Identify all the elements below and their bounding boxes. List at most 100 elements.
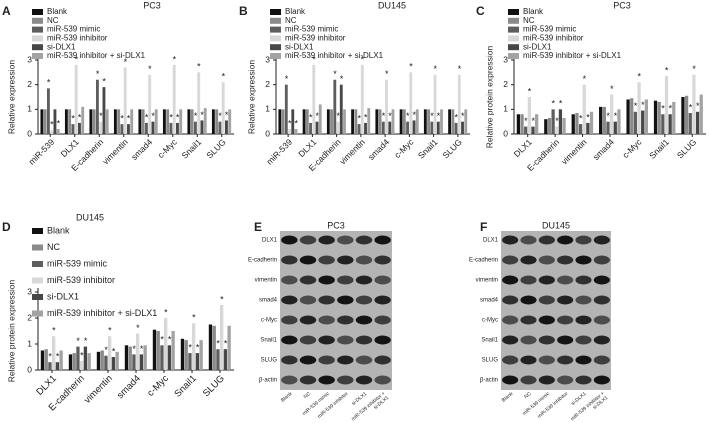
blot-band — [593, 315, 610, 325]
bar — [589, 111, 594, 134]
blot-row-label: DLX1 — [483, 238, 499, 244]
significance-mark: * — [112, 346, 116, 356]
blot-band — [337, 315, 354, 325]
bar — [312, 64, 316, 134]
significance-mark: * — [192, 313, 196, 323]
bar — [305, 109, 309, 134]
bar — [72, 353, 76, 370]
legend-swatch — [508, 9, 519, 15]
bar — [199, 340, 203, 370]
bar — [571, 114, 575, 134]
legend-label: NC — [285, 16, 297, 25]
significance-mark: * — [364, 112, 368, 122]
bar — [672, 101, 676, 134]
legend-label: miR-539 inhibitor + si-DLX1 — [47, 308, 157, 318]
x-tick-label: vimentin — [337, 137, 367, 167]
bar — [336, 121, 340, 134]
blot-band — [281, 315, 298, 325]
x-tick-label: vimentin — [100, 137, 130, 167]
legend-swatch — [32, 44, 43, 51]
significance-mark: * — [614, 111, 618, 121]
bar — [188, 353, 192, 370]
bar — [200, 120, 204, 134]
blot-band — [502, 355, 519, 365]
blot-band — [575, 235, 592, 245]
bar — [586, 122, 590, 134]
significance-mark: * — [76, 336, 80, 346]
blot-band — [318, 315, 335, 325]
legend-label: Blank — [47, 225, 70, 235]
bar — [216, 349, 220, 370]
bar — [699, 94, 703, 134]
bar — [104, 355, 108, 370]
bar — [227, 325, 231, 370]
blot-band — [318, 275, 335, 285]
bar — [44, 349, 48, 370]
bar — [423, 109, 427, 134]
bar — [351, 109, 355, 134]
blot-band — [374, 355, 391, 365]
x-tick-label: miR-539 — [26, 137, 56, 167]
bar — [80, 360, 84, 370]
significance-mark: * — [48, 352, 52, 362]
bar — [354, 109, 358, 134]
bar — [195, 353, 200, 370]
blot-row-label: DLX1 — [262, 238, 278, 244]
bar — [52, 336, 56, 370]
bar — [197, 72, 201, 134]
significance-mark: * — [315, 111, 319, 121]
y-tick-label: 2 — [265, 79, 270, 89]
bar — [117, 109, 121, 134]
bar — [81, 106, 85, 134]
bar — [575, 113, 579, 134]
x-tick-label: SLUG — [201, 373, 227, 399]
x-tick-label: miR-539 — [264, 137, 294, 167]
blot-band — [281, 355, 298, 365]
bar — [128, 346, 132, 370]
significance-mark: * — [285, 74, 289, 84]
blot-band — [575, 375, 592, 385]
legend-swatch — [270, 26, 281, 33]
significance-mark: * — [216, 339, 220, 349]
bar — [630, 98, 634, 134]
bar — [664, 76, 669, 134]
legend-swatch — [270, 35, 281, 42]
panel-label: C — [476, 4, 485, 18]
x-tick-label: DLX1 — [296, 137, 318, 159]
x-tick-label: smad4 — [115, 373, 143, 401]
bar — [357, 124, 361, 134]
bar — [50, 130, 54, 134]
bar — [83, 346, 88, 370]
significance-mark: * — [108, 326, 112, 336]
significance-mark: * — [382, 111, 386, 121]
bar — [46, 88, 50, 134]
legend-swatch — [508, 44, 519, 51]
bar — [284, 84, 288, 134]
bar — [71, 124, 75, 134]
y-tick-label: 1 — [503, 104, 508, 114]
bar — [141, 109, 145, 134]
bar — [440, 109, 443, 134]
legend-swatch — [270, 53, 281, 59]
x-tick-label: Snail1 — [172, 373, 198, 399]
bar — [692, 74, 696, 134]
significance-mark: * — [361, 54, 365, 64]
blot-band — [557, 355, 574, 365]
bar — [547, 117, 552, 134]
bar — [330, 109, 333, 134]
blot-band — [374, 255, 391, 265]
significance-mark: * — [169, 112, 173, 122]
bar — [193, 121, 197, 134]
significance-mark: * — [665, 65, 669, 75]
blot-band — [502, 275, 519, 285]
blot-band — [299, 335, 317, 345]
x-tick-label: smad4 — [366, 137, 391, 162]
blot-row-label: β-actin — [480, 378, 498, 384]
blot-band — [593, 275, 610, 285]
blot-band — [355, 275, 373, 285]
panel-label: E — [254, 220, 262, 234]
legend-swatch — [32, 261, 43, 267]
blot-band — [538, 335, 555, 345]
bar — [78, 122, 81, 134]
blot-band — [575, 335, 592, 345]
